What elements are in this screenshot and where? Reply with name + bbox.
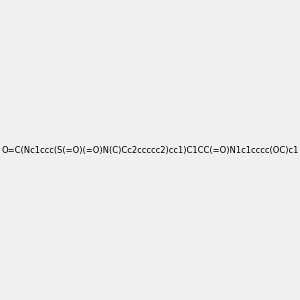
- Text: O=C(Nc1ccc(S(=O)(=O)N(C)Cc2ccccc2)cc1)C1CC(=O)N1c1cccc(OC)c1: O=C(Nc1ccc(S(=O)(=O)N(C)Cc2ccccc2)cc1)C1…: [1, 146, 299, 154]
